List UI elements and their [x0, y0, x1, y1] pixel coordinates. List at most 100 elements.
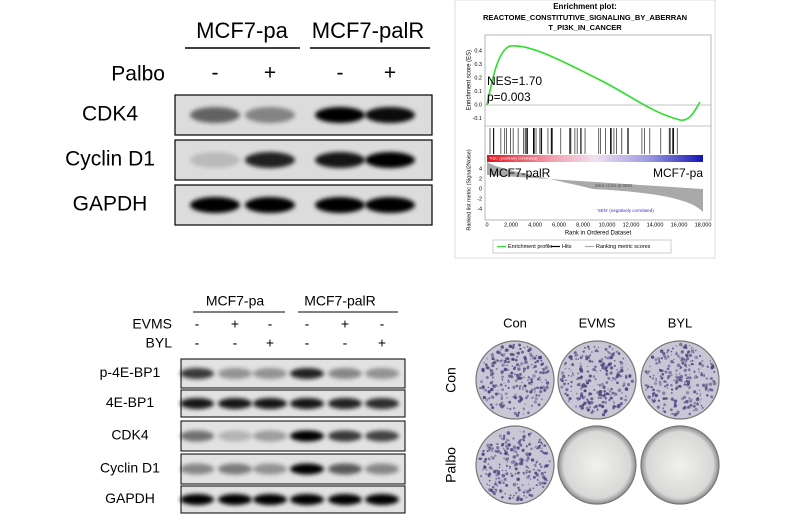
- colony: [567, 374, 570, 377]
- colony: [501, 359, 503, 361]
- colony: [522, 376, 524, 379]
- colony: [524, 489, 526, 491]
- colony: [579, 398, 581, 400]
- treatment-label: EVMS: [132, 316, 172, 332]
- colony: [544, 378, 547, 382]
- colony: [521, 484, 524, 487]
- colony: [600, 404, 605, 409]
- colony: [528, 443, 531, 446]
- band: [245, 197, 295, 213]
- colony: [518, 387, 521, 390]
- colony: [544, 471, 546, 474]
- colony: [504, 392, 508, 396]
- colony: [700, 372, 703, 375]
- colony: [570, 390, 572, 392]
- colony: [506, 396, 508, 399]
- colony: [486, 483, 488, 485]
- colony: [618, 407, 620, 409]
- colony: [564, 367, 567, 370]
- colony: [670, 354, 672, 356]
- colony: [611, 391, 615, 395]
- colony: [647, 395, 651, 399]
- colony: [599, 369, 602, 372]
- plate: [475, 340, 555, 420]
- colony: [517, 497, 521, 501]
- colony: [526, 390, 529, 393]
- colony: [602, 394, 606, 398]
- colony: [581, 384, 585, 389]
- colony: [481, 452, 485, 456]
- colony: [679, 374, 684, 379]
- colony: [490, 447, 494, 451]
- colony: [620, 375, 623, 378]
- colony: [609, 396, 613, 400]
- gsea-title: REACTOME_CONSTITUTIVE_SIGNALING_BY_ABERR…: [483, 13, 687, 22]
- colony: [627, 383, 631, 387]
- x-tick-label: 4,000: [528, 222, 542, 228]
- colony: [645, 384, 649, 387]
- colony: [678, 373, 681, 375]
- colony: [612, 406, 615, 410]
- colony: [575, 378, 578, 381]
- band: [328, 368, 362, 379]
- colony: [651, 398, 654, 401]
- group-label: MCF7-palR: [489, 166, 551, 180]
- colony: [491, 395, 495, 399]
- colony: [579, 396, 582, 399]
- colony: [708, 382, 713, 387]
- colony: [612, 377, 614, 380]
- colony: [583, 389, 587, 393]
- column-label: EVMS: [579, 315, 616, 330]
- colony: [496, 350, 500, 354]
- colony: [504, 441, 508, 444]
- colony: [694, 355, 699, 360]
- colony: [495, 359, 498, 362]
- colony: [517, 441, 521, 445]
- colony: [598, 389, 603, 394]
- colony: [505, 472, 509, 476]
- colony: [672, 379, 675, 382]
- colony: [526, 456, 530, 461]
- colony: [565, 388, 569, 392]
- colony: [613, 394, 616, 397]
- colony: [690, 346, 693, 349]
- colony: [581, 403, 585, 407]
- colony: [489, 368, 493, 372]
- colony: [579, 405, 582, 408]
- colony: [660, 376, 664, 380]
- colony: [601, 360, 604, 363]
- colony: [520, 460, 523, 463]
- colony: [536, 386, 539, 390]
- colony: [663, 385, 667, 388]
- colony: [495, 490, 498, 493]
- colony: [516, 355, 519, 358]
- colony: [675, 381, 679, 385]
- colony: [608, 351, 611, 355]
- colony: [663, 380, 666, 383]
- colony: [501, 395, 503, 398]
- colony: [692, 409, 695, 412]
- colony: [487, 463, 490, 466]
- colony: [662, 407, 665, 409]
- colony: [505, 483, 509, 487]
- colony: [698, 368, 700, 370]
- colony: [586, 408, 590, 412]
- colony: [588, 359, 592, 363]
- colony: [498, 477, 500, 480]
- colony: [670, 384, 673, 387]
- colony: [698, 371, 700, 373]
- colony: [507, 443, 511, 447]
- colony: [673, 399, 678, 403]
- colony: [709, 362, 712, 365]
- colony: [541, 442, 544, 445]
- colony: [663, 410, 667, 414]
- colony: [548, 460, 551, 463]
- colony: [667, 349, 670, 352]
- colony: [684, 381, 687, 384]
- column-label: Con: [503, 315, 527, 330]
- colony: [541, 481, 545, 485]
- colony: [586, 398, 589, 401]
- colony: [527, 467, 529, 469]
- band: [290, 430, 324, 442]
- colony: [522, 471, 525, 474]
